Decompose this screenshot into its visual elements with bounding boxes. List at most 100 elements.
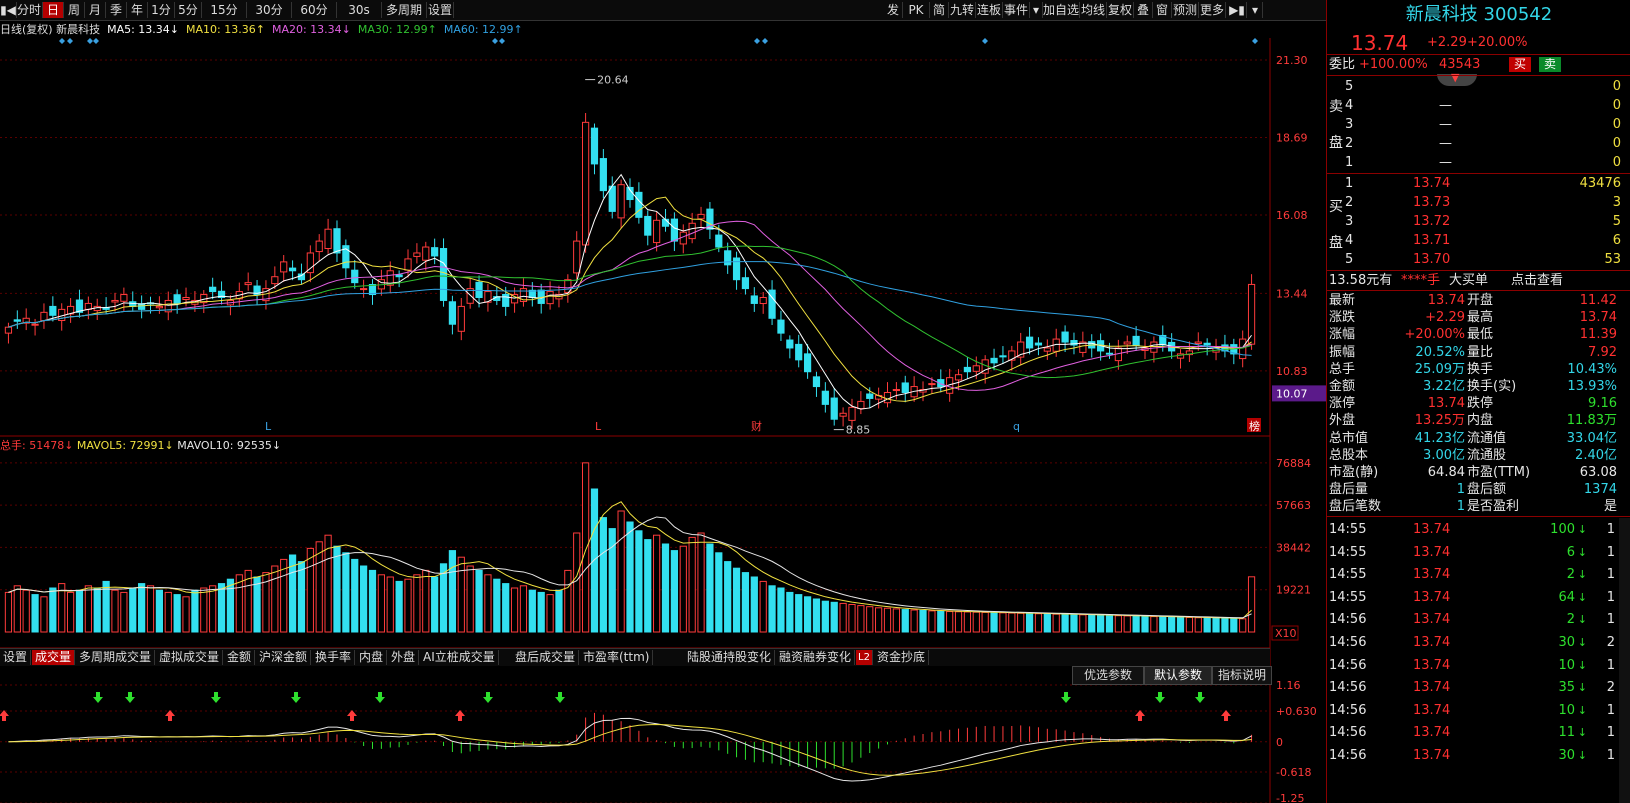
period-tab-13[interactable]: 设置 (427, 2, 454, 18)
event-marker-icon[interactable] (1252, 38, 1258, 44)
toolbar-right-8[interactable]: 复权 (1107, 2, 1134, 18)
toolbar-right-2[interactable]: 简 (930, 2, 949, 18)
indicator-tab-12[interactable]: 陆股通持股变化 (684, 650, 776, 665)
quote-label-right: 内盘 (1467, 413, 1494, 429)
buy-signal-arrow-icon (165, 710, 175, 721)
period-tab-6[interactable]: 1分 (148, 2, 175, 18)
quote-label-left: 总股本 (1329, 447, 1369, 463)
quote-value-right: 1374 (1583, 482, 1617, 498)
back-arrow-icon[interactable]: ▮◀ (0, 2, 17, 18)
volume-bar (528, 589, 536, 633)
event-marker-icon[interactable] (492, 38, 498, 44)
toolbar-right-7[interactable]: 均线 (1080, 2, 1107, 18)
event-marker-icon[interactable] (87, 38, 93, 44)
toolbar-right-11[interactable]: 预测 (1172, 2, 1199, 18)
tick-row: 14:55 13.74 6 ↓ 1 (1327, 543, 1630, 563)
quote-row: 涨跌 +2.29 最高 13.74 (1327, 309, 1630, 326)
toolbar-right-10[interactable]: 窗 (1153, 2, 1172, 18)
event-marker-label[interactable]: L (595, 420, 602, 433)
quote-row: 总股本 3.00亿 流通股 2.40亿 (1327, 447, 1630, 464)
event-marker-icon[interactable] (499, 38, 505, 44)
event-marker-label[interactable]: 榜 (1249, 419, 1260, 433)
period-tab-4[interactable]: 季 (106, 2, 127, 18)
indicator-tab-4[interactable]: 金额 (224, 650, 256, 665)
period-tab-3[interactable]: 月 (85, 2, 106, 18)
sell-price-dash: — (1439, 136, 1452, 151)
period-tab-9[interactable]: 30分 (247, 2, 292, 18)
period-tab-10[interactable]: 60分 (292, 2, 337, 18)
dropdown-icon[interactable]: ▾ (1248, 2, 1263, 18)
buy-signal-arrow-icon (347, 710, 357, 721)
toolbar-right-0[interactable]: 发 (884, 2, 903, 18)
price-highlight-label: 10.07 (1276, 387, 1308, 400)
indicator-tab-13[interactable]: 融资融券变化 (776, 650, 856, 665)
tick-count: 1 (1606, 748, 1615, 763)
buy-volume: 5 (1612, 214, 1621, 229)
period-tab-1[interactable]: 日 (43, 2, 64, 18)
indicator-tab-10[interactable]: 盘后成交量 (512, 650, 580, 665)
tick-count: 2 (1606, 680, 1615, 696)
period-tab-5[interactable]: 年 (127, 2, 148, 18)
more-dropdown-icon[interactable]: ▾ (1030, 2, 1043, 18)
candle-body (484, 291, 492, 303)
event-marker-icon[interactable] (59, 38, 65, 44)
collapse-toggle[interactable]: ▼ (1437, 71, 1477, 86)
indicator-tab-2[interactable]: 多周期成交量 (76, 650, 156, 665)
kline-chart[interactable]: 21.30 18.69 16.08 13.44 10.83 10.07 20.64 8.85 L… (0, 38, 1326, 803)
toolbar-right-1[interactable]: PK (903, 2, 930, 18)
tick-scrollbar[interactable] (1619, 518, 1630, 803)
ma20-line (8, 220, 1252, 391)
volume-bar (999, 612, 1007, 633)
quote-value-left: 13.74 (1427, 396, 1465, 412)
event-marker-label[interactable]: 财 (751, 419, 762, 433)
period-tab-12[interactable]: 多周期 (382, 2, 427, 18)
event-marker-icon[interactable] (67, 38, 73, 44)
indicator-tab-11[interactable]: 市盈率(ttm) (580, 650, 654, 665)
tick-time: 14:55 (1329, 544, 1367, 560)
event-marker-icon[interactable] (93, 38, 99, 44)
indicator-tab-7[interactable]: 内盘 (356, 650, 388, 665)
volume-bar (84, 585, 92, 633)
sell-button[interactable]: 卖 (1539, 57, 1561, 72)
quote-value-left: 1 (1456, 499, 1465, 515)
event-marker-label[interactable]: q (1013, 420, 1020, 433)
indicator-tab-3[interactable]: 虚拟成交量 (156, 650, 224, 665)
period-tab-8[interactable]: 15分 (202, 2, 247, 18)
toolbar-right-12[interactable]: 更多 (1199, 2, 1226, 18)
period-tab-0[interactable]: 分时 (16, 2, 43, 18)
period-tab-11[interactable]: 30s (337, 2, 382, 18)
candle-body (1159, 334, 1167, 346)
candle-body (1079, 341, 1087, 353)
indicator-tab-1[interactable]: 成交量 (32, 650, 76, 665)
toolbar-right-4[interactable]: 连板 (976, 2, 1003, 18)
volume-bar (315, 541, 323, 633)
period-tab-7[interactable]: 5分 (175, 2, 202, 18)
event-marker-icon[interactable] (982, 38, 988, 44)
toolbar-right-9[interactable]: 叠 (1134, 2, 1153, 18)
period-tab-2[interactable]: 周 (64, 2, 85, 18)
volume-unit: X10 (1275, 627, 1297, 640)
toolbar-right-6[interactable]: 加自选 (1043, 2, 1080, 18)
indicator-tab-9[interactable]: AI立桩成交量 (420, 650, 499, 665)
optimal-params-button[interactable]: 优选参数 (1072, 666, 1144, 685)
quote-row: 涨停 13.74 跌停 9.16 (1327, 395, 1630, 412)
indicator-tab-5[interactable]: 沪深金额 (256, 650, 312, 665)
candle-body (848, 406, 856, 421)
indicator-tab-14[interactable]: 资金抄底 (874, 650, 930, 665)
indicator-help-button[interactable]: 指标说明 (1212, 666, 1272, 685)
event-marker-icon[interactable] (754, 38, 760, 44)
event-marker-label[interactable]: L (265, 420, 272, 433)
volume-bar (901, 609, 909, 633)
buy-button[interactable]: 买 (1509, 57, 1531, 72)
toolbar-right-5[interactable]: 事件 (1003, 2, 1030, 18)
default-params-button[interactable]: 默认参数 (1144, 666, 1212, 685)
candle-body (386, 270, 394, 286)
indicator-tab-6[interactable]: 换手率 (312, 650, 356, 665)
sell-order-row: 4 — 0 (1327, 97, 1630, 115)
event-marker-icon[interactable] (762, 38, 768, 44)
big-order-view-link[interactable]: 点击查看 (1511, 273, 1564, 288)
indicator-tab-0[interactable]: 设置 (0, 650, 32, 665)
forward-arrow-icon[interactable]: ▶▮ (1228, 2, 1247, 18)
indicator-tab-8[interactable]: 外盘 (388, 650, 420, 665)
toolbar-right-3[interactable]: 九转 (949, 2, 976, 18)
